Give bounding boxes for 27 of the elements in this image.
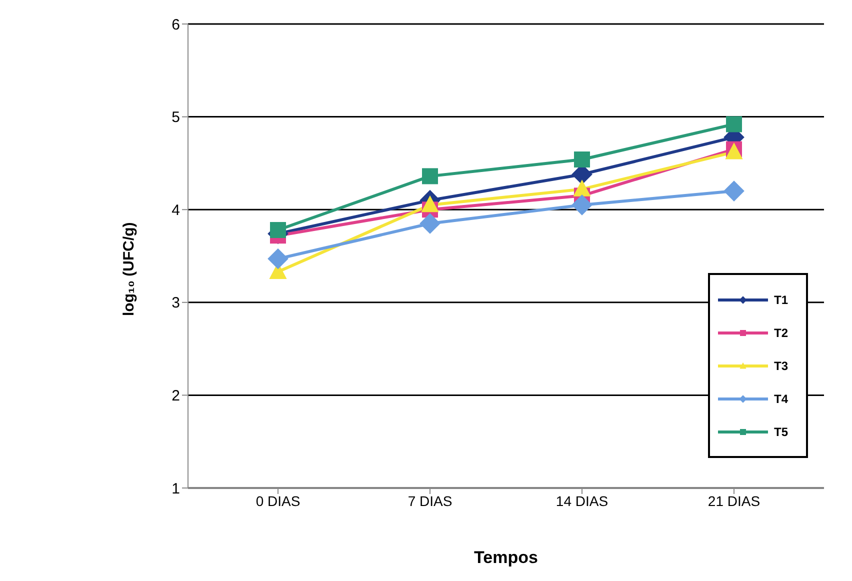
point [574,151,590,168]
x-tick-label: 0 DIAS [256,492,300,509]
x-axis-title: Tempos [474,548,538,567]
legend-label: T1 [774,292,788,306]
point [422,168,438,184]
y-axis-title: log₁₀ (UFC/g) [120,222,138,316]
x-tick-label: 14 DIAS [556,492,608,509]
legend-label: T2 [774,326,788,340]
point [573,180,591,196]
x-tick-label: 21 DIAS [708,492,760,509]
y-tick-label: 2 [172,388,180,405]
legend-label: T4 [774,392,788,406]
y-tick-label: 1 [172,480,180,498]
legend-label: T3 [774,358,788,372]
point [268,248,288,270]
y-tick-label: 4 [172,202,180,219]
y-tick-label: 5 [172,109,180,126]
x-tick-label: 7 DIAS [408,492,452,509]
y-tick-label: 6 [172,16,180,34]
point [421,195,439,212]
point [270,222,286,238]
point [726,116,742,132]
y-tick-label: 3 [172,294,180,312]
point [420,213,440,234]
point [724,180,744,202]
legend-label: T5 [774,424,788,438]
point [572,194,592,216]
